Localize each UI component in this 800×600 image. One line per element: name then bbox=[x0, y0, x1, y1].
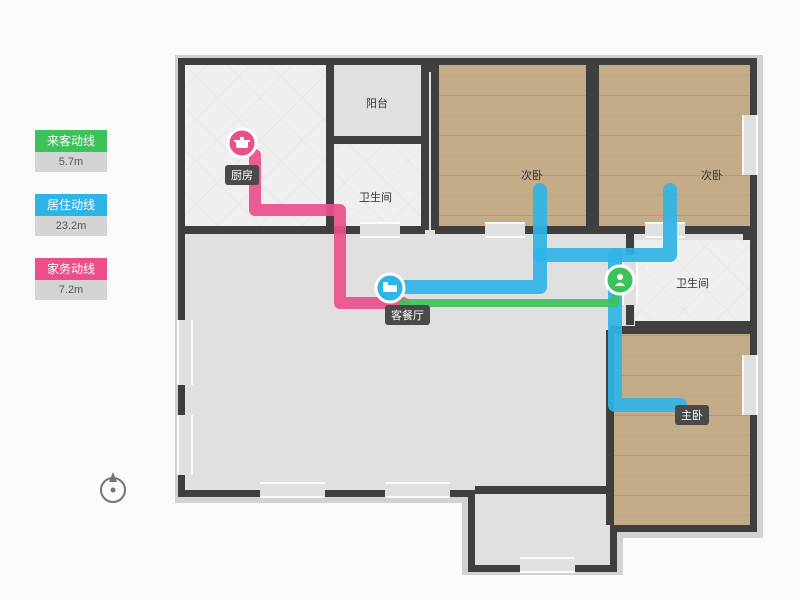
legend: 来客动线 5.7m 居住动线 23.2m 家务动线 7.2m bbox=[35, 130, 107, 322]
room-label-bath2: 卫生间 bbox=[670, 273, 715, 293]
legend-label: 家务动线 bbox=[35, 258, 107, 280]
legend-item-chore: 家务动线 7.2m bbox=[35, 258, 107, 300]
legend-value: 5.7m bbox=[35, 152, 107, 172]
room-label-living: 客餐厅 bbox=[385, 305, 430, 325]
floorplan: 厨房 阳台卫生间 次卧 次卧客餐厅 卫生间主卧 bbox=[175, 55, 775, 565]
legend-item-living: 居住动线 23.2m bbox=[35, 194, 107, 236]
legend-value: 23.2m bbox=[35, 216, 107, 236]
room-label-balcony: 阳台 bbox=[360, 93, 394, 113]
room-label-bed2b: 次卧 bbox=[695, 165, 729, 185]
compass-icon bbox=[95, 470, 131, 506]
legend-value: 7.2m bbox=[35, 280, 107, 300]
legend-label: 居住动线 bbox=[35, 194, 107, 216]
legend-label: 来客动线 bbox=[35, 130, 107, 152]
room-label-bath1: 卫生间 bbox=[353, 187, 398, 207]
room-label-bed2a: 次卧 bbox=[515, 165, 549, 185]
legend-item-guest: 来客动线 5.7m bbox=[35, 130, 107, 172]
room-label-master: 主卧 bbox=[675, 405, 709, 425]
room-label-kitchen: 厨房 bbox=[225, 165, 259, 185]
floorplan-svg bbox=[175, 55, 775, 575]
